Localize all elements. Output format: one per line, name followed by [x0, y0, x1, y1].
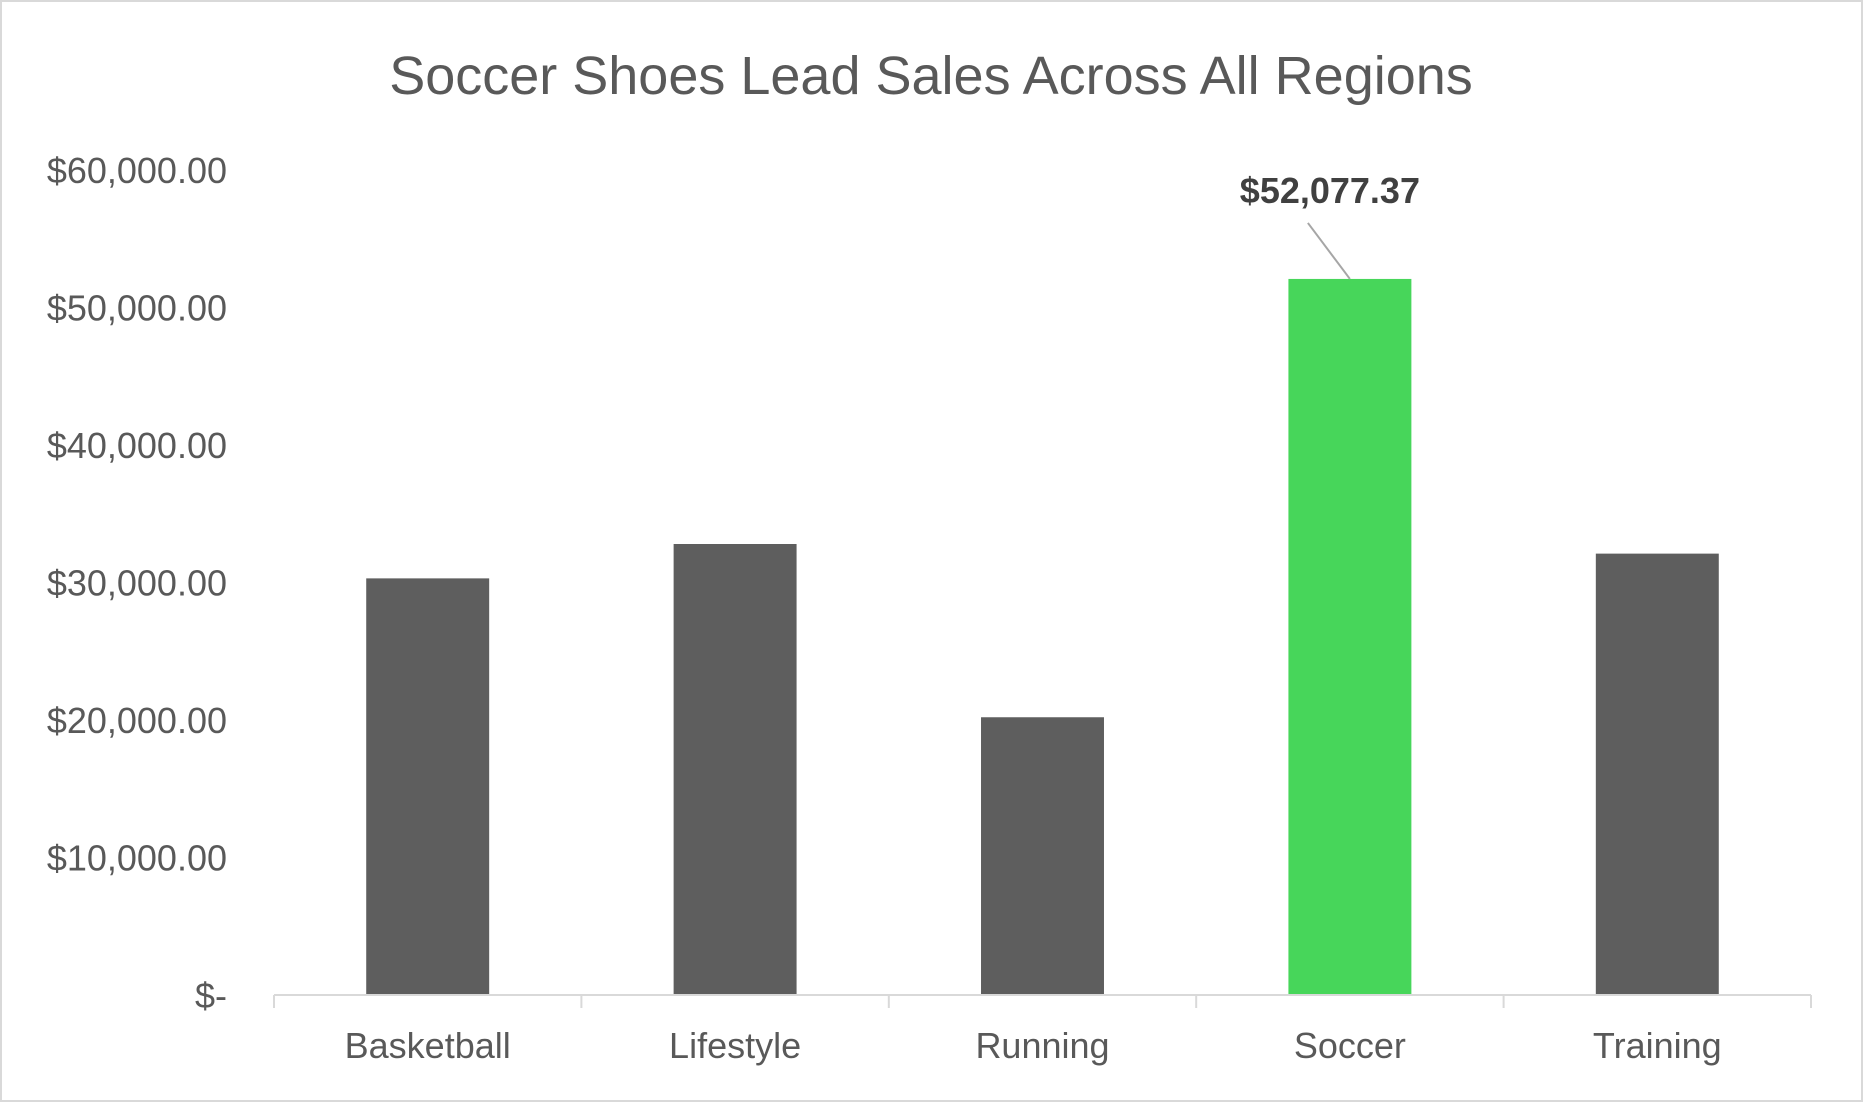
bars — [366, 278, 1719, 995]
x-tick-label: Running — [975, 1025, 1109, 1066]
y-tick-label: $50,000.00 — [47, 288, 227, 329]
bar-lifestyle — [673, 544, 797, 995]
x-tick-label: Soccer — [1294, 1025, 1406, 1066]
bar-soccer — [1288, 278, 1412, 995]
x-tick-label: Training — [1593, 1025, 1722, 1066]
data-label-soccer: $52,077.37 — [1240, 170, 1420, 211]
y-axis-ticks: $- $10,000.00 $20,000.00 $30,000.00 $40,000.… — [47, 150, 227, 1016]
x-axis — [273, 994, 1812, 1008]
x-axis-labels: Basketball Lifestyle Running Soccer Training — [345, 1025, 1722, 1066]
y-tick-label: $10,000.00 — [47, 838, 227, 879]
x-tick-label: Basketball — [345, 1025, 511, 1066]
bar-basketball — [366, 578, 490, 995]
data-label-leader-line — [1307, 222, 1351, 280]
chart-title: Soccer Shoes Lead Sales Across All Regio… — [389, 46, 1473, 106]
bar-training — [1595, 553, 1719, 995]
data-labels: $52,077.37 — [1240, 170, 1420, 280]
y-tick-label: $- — [195, 975, 227, 1016]
bar-running — [981, 717, 1104, 995]
y-tick-label: $40,000.00 — [47, 425, 227, 466]
y-tick-label: $20,000.00 — [47, 700, 227, 741]
y-tick-label: $60,000.00 — [47, 150, 227, 191]
x-tick-label: Lifestyle — [669, 1025, 801, 1066]
y-tick-label: $30,000.00 — [47, 563, 227, 604]
